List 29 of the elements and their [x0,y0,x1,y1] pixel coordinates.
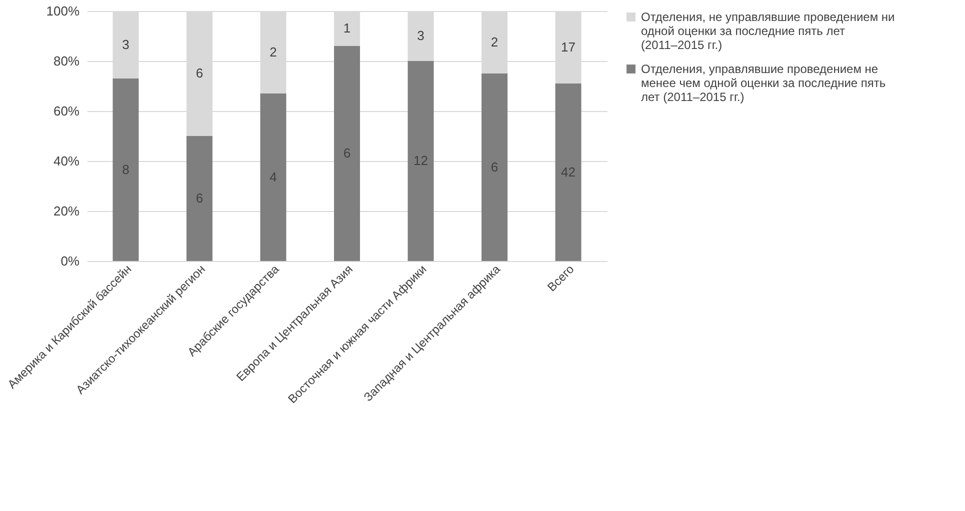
bar [186,136,212,261]
annotation: 12 [414,153,428,168]
annotation: 1 [343,20,351,36]
annotation: 6 [490,159,498,174]
bar [555,84,582,261]
bar [482,74,508,261]
annotation: 42 [561,164,576,180]
y-tick-label: 40% [53,154,80,168]
y-tick-label: 20% [53,204,80,218]
annotation: 2 [270,44,277,60]
annotation: 3 [417,28,424,43]
y-tick-label: 80% [53,54,80,68]
annotation: 8 [122,162,130,177]
y-tick-label: 60% [53,104,80,118]
annotation: 6 [196,190,204,206]
bar [334,46,360,261]
annotation: 17 [561,39,576,54]
legend-label: Отделения, не управлявшие проведением ни одной оценки за последние пять лет (2011–2015 гг.) [641,10,895,52]
annotation: 3 [122,36,130,52]
annotation: 4 [270,169,277,184]
annotation: 6 [343,146,351,160]
bar [260,94,286,261]
bar [112,78,139,261]
annotation: 6 [196,66,204,80]
y-tick-label: 100% [46,4,80,18]
bar [408,61,434,261]
annotation: 2 [490,34,498,50]
y-tick-label: 0% [60,254,80,268]
legend-label: Отделения, управлявшие проведением не менее чем одной оценки за последние пять лет (2011–2015 гг.) [641,62,886,104]
